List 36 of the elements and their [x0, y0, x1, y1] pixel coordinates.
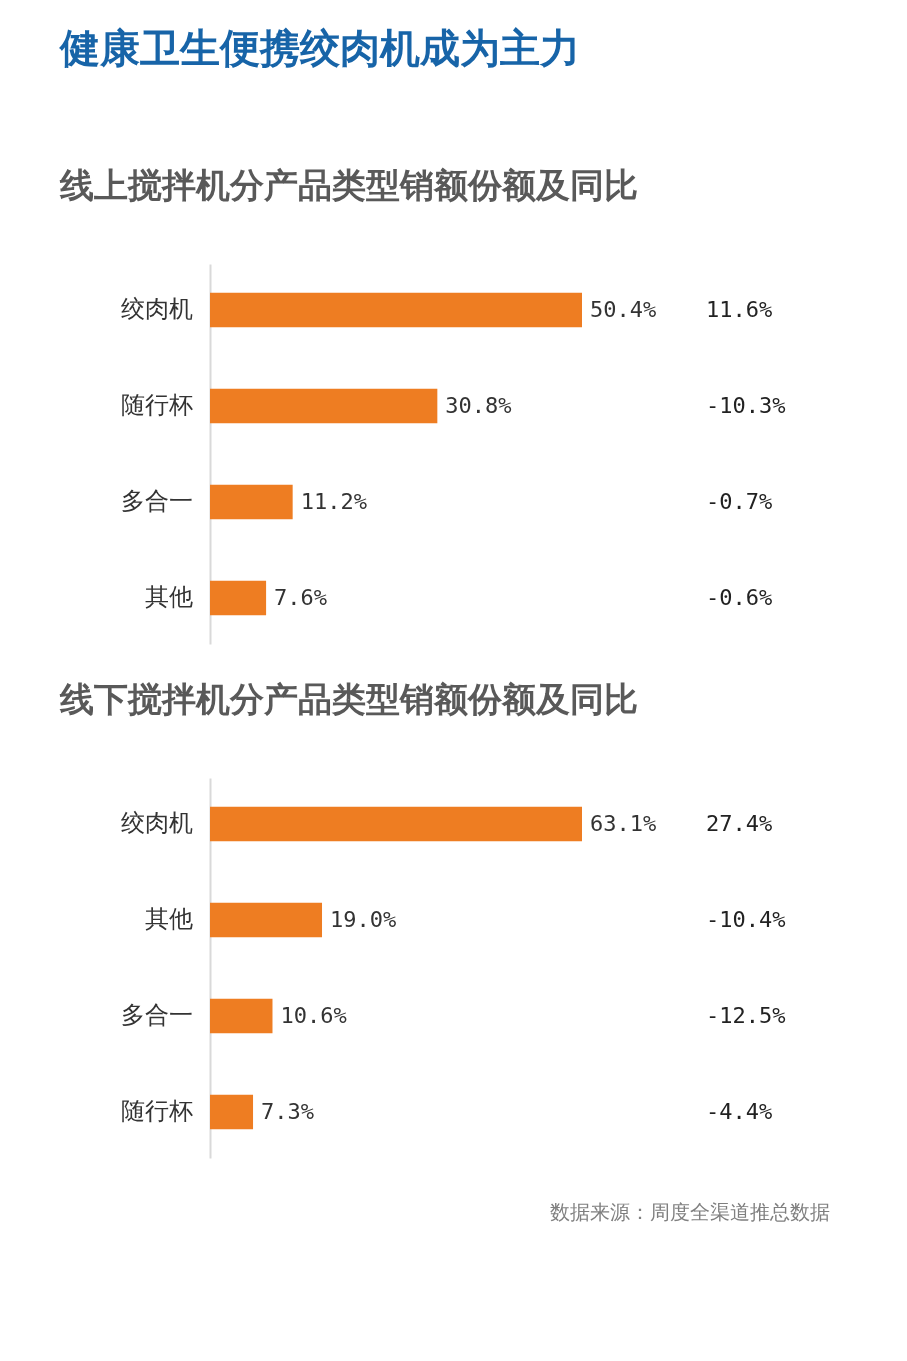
- y-tick-label: 其他: [144, 582, 193, 611]
- chart-title: 健康卫生便携绞肉机成为主力: [58, 25, 580, 71]
- text: -0.7%: [706, 488, 773, 514]
- chart-subtitle: 线上搅拌机分产品类型销额份额及同比: [59, 165, 638, 205]
- y-tick-label: 多合一: [120, 486, 193, 515]
- y-tick-label: 随行杯: [120, 1096, 193, 1125]
- data-label: 19.0%: [330, 907, 397, 933]
- text: -12.5%: [706, 1002, 786, 1028]
- data-label: 7.6%: [274, 584, 328, 610]
- text: 27.4%: [706, 811, 773, 837]
- bar: [210, 388, 438, 424]
- y-tick-label: 绞肉机: [120, 809, 193, 838]
- bar: [210, 998, 273, 1034]
- bar: [210, 902, 323, 938]
- chart-title: 线下搅拌机分产品类型销额份额及同比: [59, 679, 638, 719]
- data-label: 50.4%: [590, 297, 657, 323]
- text: -10.4%: [706, 907, 786, 933]
- text: -0.6%: [706, 584, 773, 610]
- y-tick-label: 绞肉机: [120, 295, 193, 324]
- data-label: 11.2%: [300, 488, 367, 514]
- data-label: 30.8%: [445, 393, 512, 419]
- text: -10.3%: [706, 393, 786, 419]
- bar: [210, 484, 293, 520]
- source-note: 数据来源：周度全渠道推总数据: [550, 1200, 830, 1224]
- data-label: 63.1%: [590, 811, 657, 837]
- bar: [210, 1094, 254, 1130]
- text: -4.4%: [706, 1098, 773, 1124]
- bar: [210, 580, 267, 616]
- y-tick-label: 多合一: [120, 1000, 193, 1029]
- data-label: 7.3%: [261, 1098, 315, 1124]
- y-tick-label: 其他: [144, 905, 193, 934]
- bar: [210, 292, 582, 328]
- y-tick-label: 随行杯: [120, 391, 193, 420]
- text: 11.6%: [706, 297, 773, 323]
- data-label: 10.6%: [280, 1002, 347, 1028]
- bar: [210, 806, 582, 842]
